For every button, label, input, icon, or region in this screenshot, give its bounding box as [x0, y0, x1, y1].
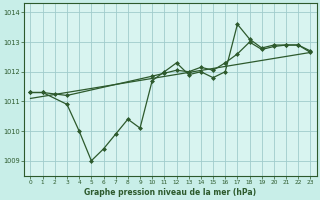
X-axis label: Graphe pression niveau de la mer (hPa): Graphe pression niveau de la mer (hPa) — [84, 188, 257, 197]
